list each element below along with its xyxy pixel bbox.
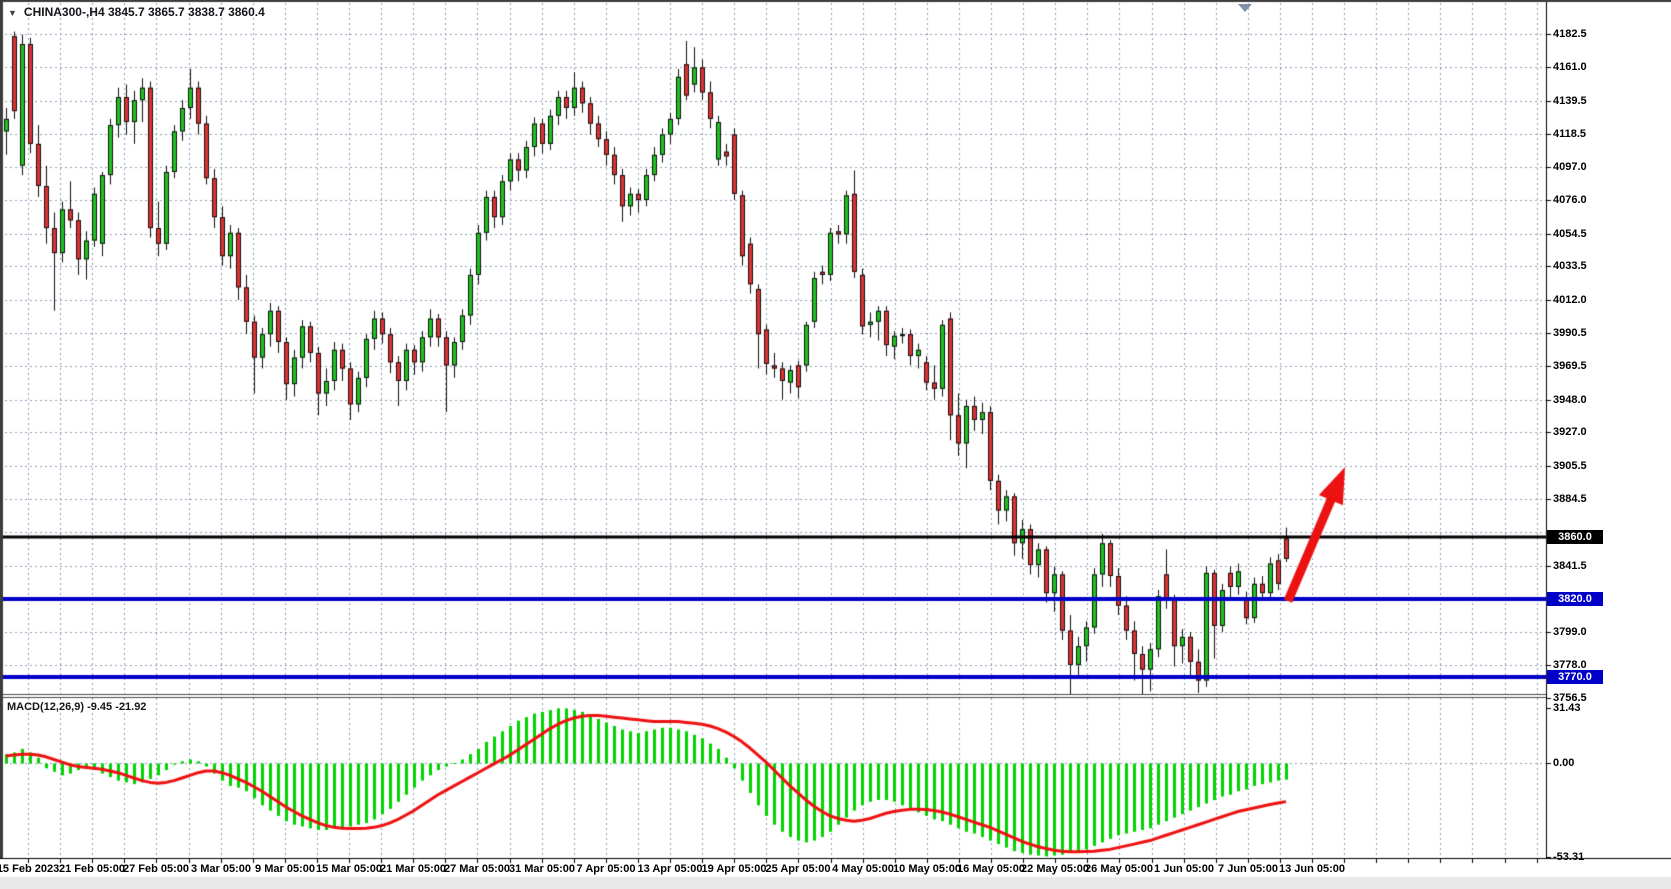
date-axis-label: 19 Apr 05:00 [701, 863, 767, 875]
macd-axis-label: 31.43 [1553, 702, 1581, 714]
date-axis-label: 1 Jun 05:00 [1154, 863, 1214, 875]
price-axis-label: 4139.5 [1553, 95, 1587, 107]
price-axis-label: 3990.5 [1553, 327, 1587, 339]
macd-indicator-label: MACD(12,26,9) -9.45 -21.92 [7, 701, 146, 713]
date-axis-label: 15 Feb 2023 [0, 863, 60, 875]
price-axis-label: 4161.0 [1553, 61, 1587, 73]
date-axis-label: 16 May 05:00 [957, 863, 1025, 875]
price-axis-label: 3841.5 [1553, 560, 1587, 572]
price-axis-label: 3927.0 [1553, 426, 1587, 438]
date-axis-label: 22 May 05:00 [1021, 863, 1089, 875]
chevron-down-icon: ▼ [8, 8, 17, 18]
price-axis-label: 3948.0 [1553, 394, 1587, 406]
hline-price-badge: 3860.0 [1547, 530, 1603, 544]
hline-price-badge: 3820.0 [1547, 592, 1603, 606]
date-axis-label: 10 May 05:00 [893, 863, 961, 875]
price-axis-label: 3884.5 [1553, 493, 1587, 505]
date-axis-label: 13 Apr 05:00 [637, 863, 703, 875]
price-axis-label: 3905.5 [1553, 460, 1587, 472]
ohlc-quote-label: 3845.7 3865.7 3838.7 3860.4 [107, 5, 265, 19]
macd-name-label: MACD(12,26,9) [7, 701, 85, 713]
date-axis-label: 27 Mar 05:00 [443, 863, 511, 875]
symbol-timeframe-label: CHINA300-,H4 [23, 5, 105, 19]
date-axis-label: 31 Mar 05:00 [508, 863, 576, 875]
price-axis-label: 4182.5 [1553, 28, 1587, 40]
date-axis-label: 15 Mar 05:00 [315, 863, 383, 875]
price-axis-label: 3969.5 [1553, 360, 1587, 372]
price-axis-label: 4076.0 [1553, 194, 1587, 206]
date-axis-label: 4 May 05:00 [832, 863, 894, 875]
date-axis-label: 7 Apr 05:00 [576, 863, 636, 875]
price-axis-label: 4118.5 [1553, 128, 1587, 140]
price-axis-label: 3799.0 [1553, 626, 1587, 638]
chart-shift-marker[interactable] [1238, 4, 1252, 12]
symbol-title: ▼ CHINA300-,H4 3845.7 3865.7 3838.7 3860.… [8, 5, 265, 19]
macd-axis-label: 0.00 [1553, 757, 1575, 769]
macd-signal-value: -21.92 [115, 701, 147, 713]
price-axis-label: 4012.0 [1553, 294, 1587, 306]
date-axis-label: 9 Mar 05:00 [255, 863, 315, 875]
date-axis-label: 21 Mar 05:00 [379, 863, 447, 875]
date-axis-label: 26 May 05:00 [1085, 863, 1153, 875]
hline-price-badge: 3770.0 [1547, 670, 1603, 684]
macd-main-value: -9.45 [87, 701, 113, 713]
price-axis-label: 4033.5 [1553, 260, 1587, 272]
price-axis-label: 4054.5 [1553, 228, 1587, 240]
date-axis-label: 13 Jun 05:00 [1278, 863, 1346, 875]
price-axis-label: 3756.5 [1553, 692, 1587, 704]
date-axis-label: 27 Feb 05:00 [122, 863, 190, 875]
date-axis-label: 21 Feb 05:00 [58, 863, 126, 875]
macd-axis-label: -53.31 [1553, 851, 1585, 863]
date-axis-label: 7 Jun 05:00 [1218, 863, 1278, 875]
price-axis-label: 4097.0 [1553, 161, 1587, 173]
price-axis-label: 3778.0 [1553, 659, 1587, 671]
date-axis-label: 3 Mar 05:00 [191, 863, 251, 875]
date-axis-label: 25 Apr 05:00 [765, 863, 831, 875]
